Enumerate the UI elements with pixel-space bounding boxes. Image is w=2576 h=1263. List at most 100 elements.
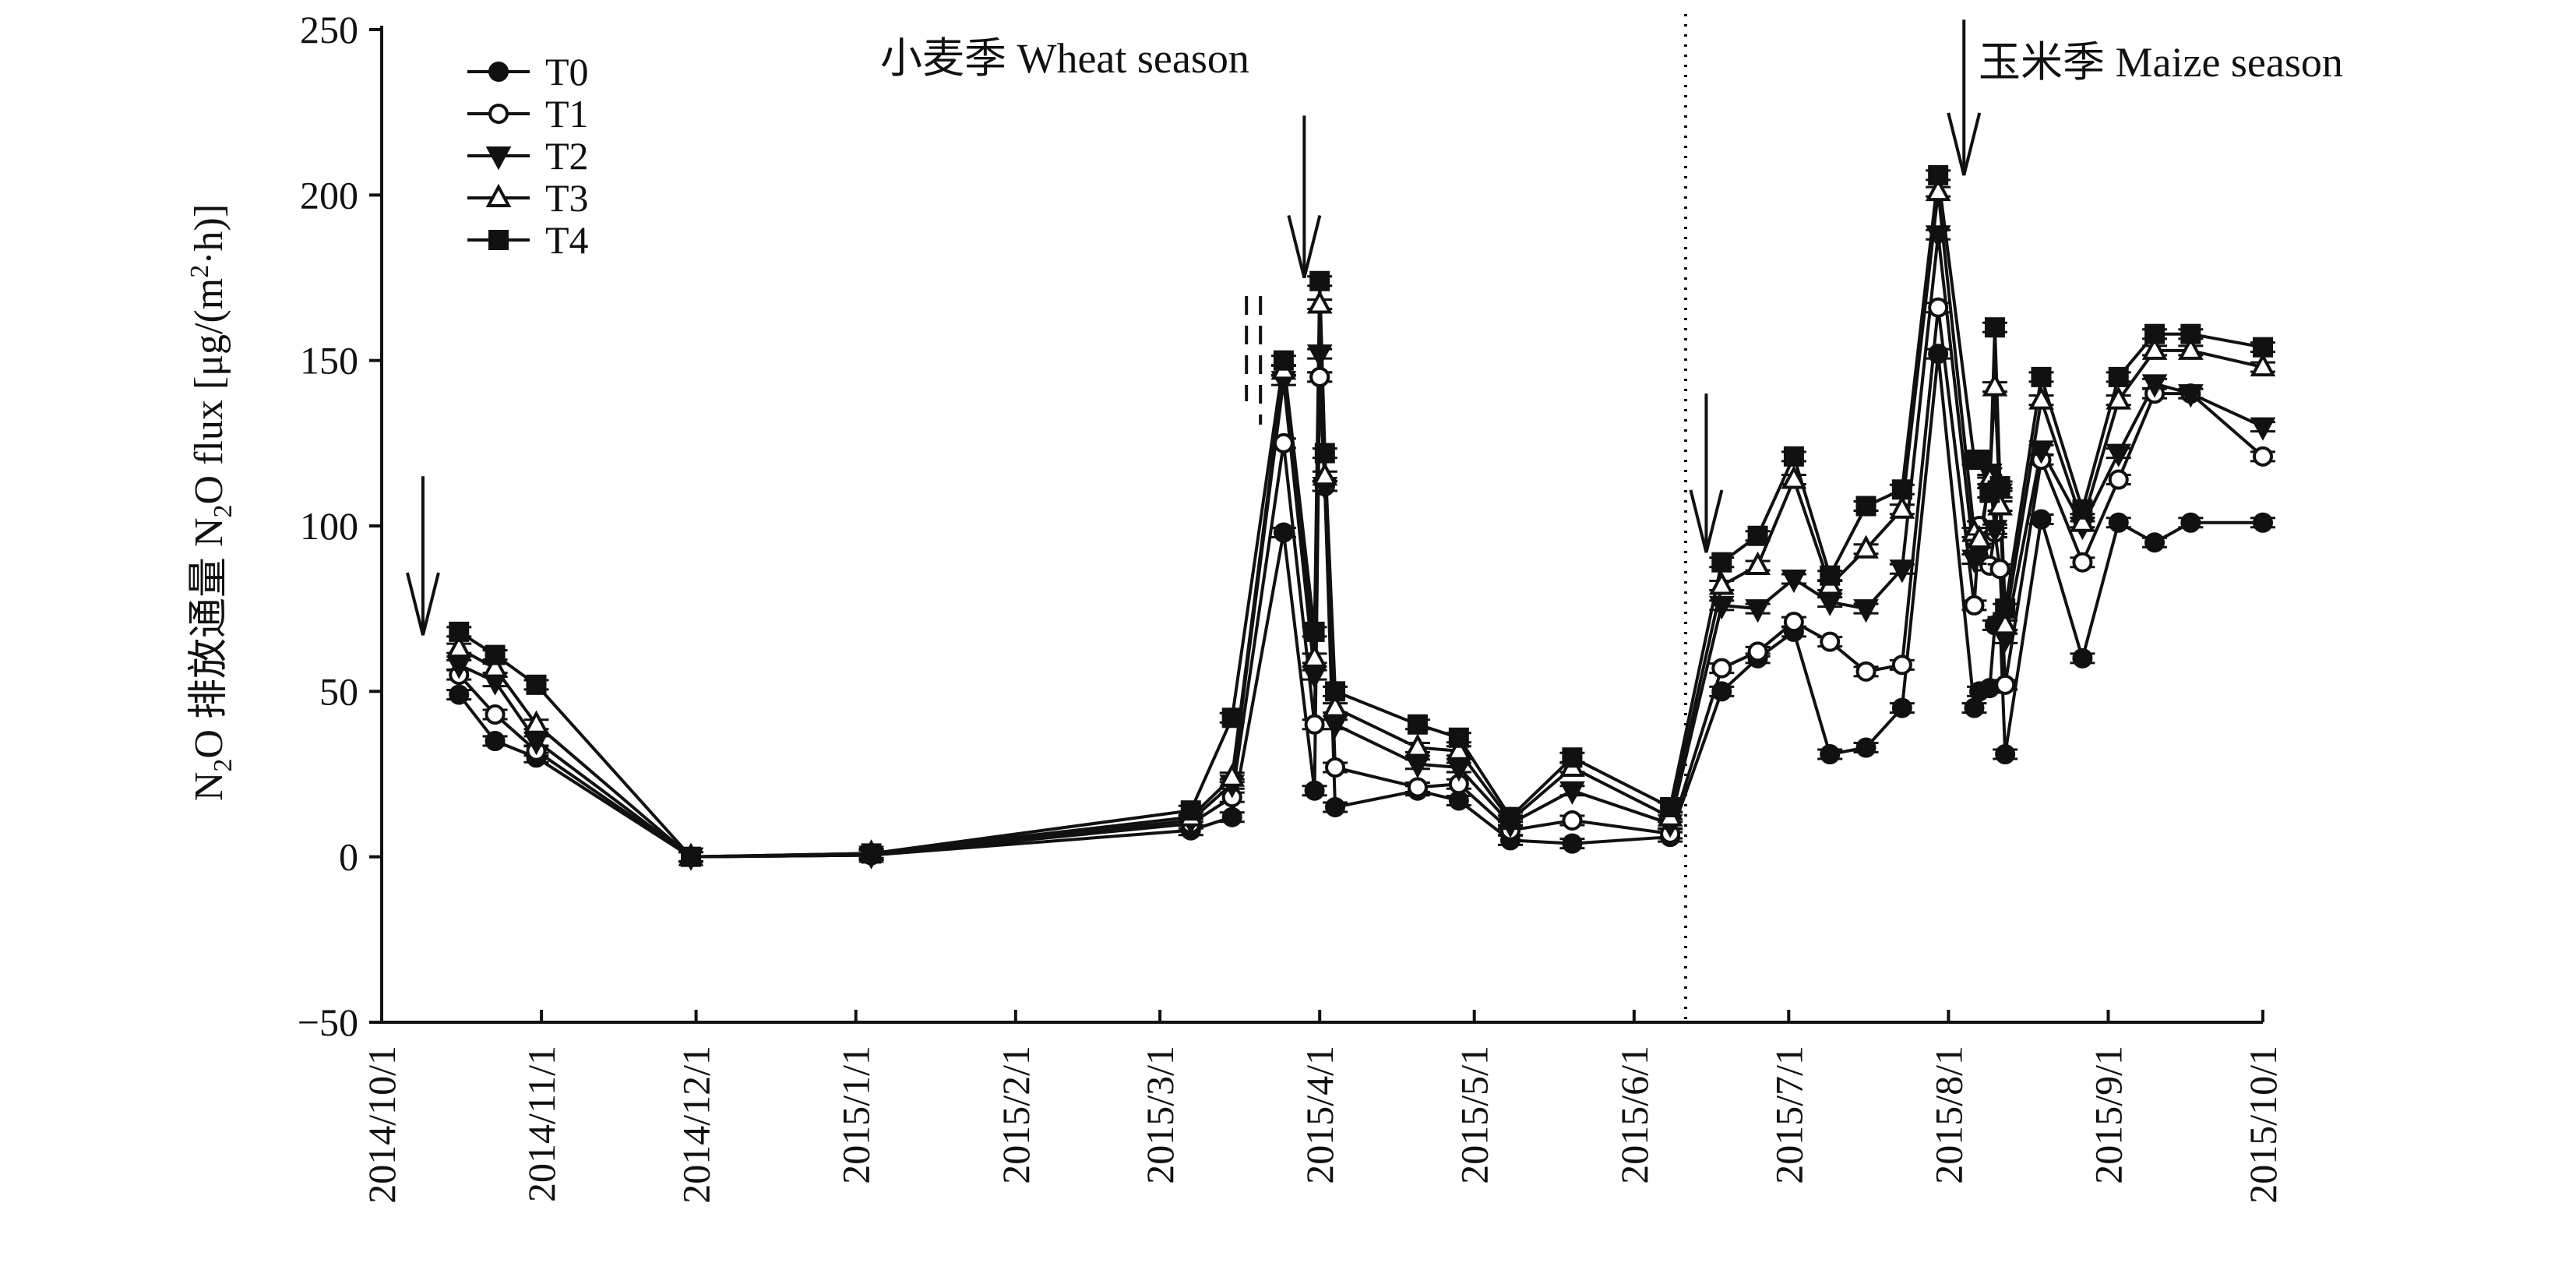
data-point-t0 [2180,512,2201,533]
x-tick-label: 2015/10/1 [2241,1046,2285,1204]
data-point-t3 [1992,611,2018,635]
data-point-t0 [2031,509,2052,530]
data-point-t2 [2141,374,2168,398]
data-point-t3 [1853,534,1879,559]
data-point-t1 [1820,631,1841,652]
legend-label-t1: T1 [545,92,589,136]
data-point-t0 [1928,344,1949,365]
series-line-t4 [458,173,2264,859]
x-tick-label: 2014/11/1 [520,1046,563,1202]
data-point-t0 [1964,697,1985,718]
data-point-t1 [1309,366,1330,387]
data-point-t0 [1891,697,1912,718]
series-markers [446,164,2276,871]
data-point-t3 [2106,386,2132,410]
data-point-t3 [1781,465,1807,489]
data-point-t2 [2250,417,2276,441]
data-point-t1 [1407,777,1428,798]
legend-label-t4: T4 [545,218,589,262]
data-point-t3 [1966,524,1993,549]
data-point-t4 [1500,806,1521,827]
data-point-t1 [1855,661,1876,682]
series-lines [457,173,2264,859]
data-point-t0 [1562,833,1583,854]
x-tick-label: 2015/4/1 [1298,1046,1341,1184]
data-point-t4 [1309,270,1330,291]
data-point-t0 [2144,532,2165,553]
legend-marker-t3 [485,183,512,207]
data-point-t3 [523,710,549,734]
data-point-t2 [2106,443,2132,467]
data-point-t3 [1745,551,1771,575]
y-tick-label: 0 [339,835,358,879]
data-point-t4 [861,843,882,864]
data-point-t4 [1314,443,1335,464]
x-tick-label: 2015/2/1 [994,1046,1038,1184]
data-point-t1 [1273,432,1294,453]
data-point-t2 [2028,440,2054,464]
data-point-t3 [482,654,508,678]
data-point-t4 [2253,337,2273,358]
data-point-t4 [1891,479,1912,500]
legend-marker-t2 [485,146,512,171]
data-point-t0 [1995,744,2016,765]
data-point-t1 [1989,559,2010,580]
y-tick-label: 50 [319,669,358,713]
data-point-t4 [2180,323,2201,344]
data-point-t4 [1273,350,1294,371]
data-point-t1 [485,704,506,725]
legend-label-t0: T0 [545,50,589,93]
y-tick-label: 100 [300,504,358,548]
data-point-t4 [1325,681,1346,702]
data-point-t0 [1221,806,1242,827]
data-point-t3 [446,633,472,658]
data-point-t1 [1747,641,1768,662]
data-point-t2 [1306,344,1333,369]
fertilization-arrow-head [1689,489,1724,553]
data-point-t0 [1325,796,1346,817]
data-point-t3 [1987,492,2013,516]
data-point-t3 [1889,495,1915,519]
data-point-t0 [1304,780,1325,801]
fertilization-arrow-head [1947,112,1982,176]
data-point-t4 [1180,800,1201,821]
data-point-t1 [2253,446,2273,467]
data-point-t4 [1984,317,2005,338]
x-tick-label: 2014/10/1 [360,1046,403,1204]
data-point-t3 [1708,571,1735,595]
data-point-t4 [2031,366,2052,387]
data-point-t1 [1995,674,2016,695]
data-point-t4 [1783,446,1804,467]
data-point-t3 [1925,177,1951,202]
data-point-t4 [1562,747,1583,768]
x-tick-label: 2015/8/1 [1926,1046,1970,1184]
data-point-t2 [1708,595,1735,620]
data-point-t1 [1325,757,1346,778]
y-tick-label: 150 [300,339,358,383]
data-point-t2 [1889,559,1915,584]
legend-label-t3: T3 [545,176,589,220]
data-point-t3 [1306,290,1333,314]
axes: −50 0 50 100 150 200 250 2014/10/1 2014/11/1 2014… [298,8,2285,1204]
data-point-t1 [1562,810,1583,831]
data-point-t2 [1781,569,1807,594]
wheat-season-label: 小麦季 Wheat season [880,35,1249,82]
fertilization-arrow-head [405,572,440,636]
x-tick-label: 2015/3/1 [1138,1046,1182,1184]
data-point-t0 [1855,737,1876,758]
data-point-t2 [1745,599,1771,623]
data-point-t1 [1964,594,1985,616]
data-point-t1 [1304,714,1325,735]
data-point-t3 [2250,352,2276,377]
maize-season-label: 玉米季 Maize season [1979,39,2343,86]
data-point-t4 [680,846,701,867]
data-point-t4 [1969,450,1990,471]
data-point-t2 [1322,714,1348,739]
data-point-t0 [2253,512,2273,533]
data-point-t2 [1559,781,1585,805]
data-point-t4 [2072,499,2093,520]
x-tick-label: 2015/5/1 [1453,1046,1496,1184]
data-point-t0 [1273,522,1294,543]
legend-label-t2: T2 [545,134,589,178]
